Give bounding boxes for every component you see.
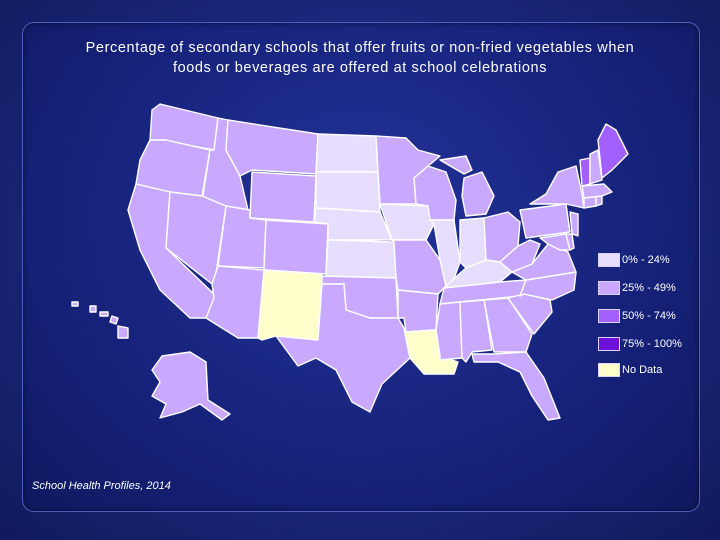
state-ms	[435, 301, 463, 361]
state-ga	[483, 297, 533, 353]
legend-item-0-24: 0% - 24%	[598, 250, 708, 268]
state-co	[263, 219, 329, 275]
legend-swatch	[598, 253, 620, 267]
state-hi	[71, 301, 129, 339]
legend-label: 25% - 49%	[622, 282, 676, 294]
state-fl	[471, 351, 561, 421]
map-title: Percentage of secondary schools that off…	[30, 38, 690, 78]
legend-label: 75% - 100%	[622, 338, 682, 350]
legend-label: 50% - 74%	[622, 310, 676, 322]
state-ma	[581, 183, 613, 199]
state-nd	[315, 133, 379, 173]
state-tx	[275, 283, 411, 413]
state-me	[597, 123, 629, 179]
state-nm	[257, 269, 323, 341]
state-mi	[439, 155, 495, 217]
state-mt	[225, 119, 319, 177]
legend-swatch	[598, 337, 620, 351]
state-wv	[499, 239, 541, 273]
legend-item-50-74: 50% - 74%	[598, 306, 708, 324]
legend-item-25-49: 25% - 49%	[598, 278, 708, 296]
state-ny	[529, 165, 585, 209]
legend-swatch	[598, 309, 620, 323]
state-vt	[579, 157, 591, 187]
legend-swatch	[598, 281, 620, 295]
source-citation: School Health Profiles, 2014	[32, 480, 171, 492]
state-ak	[151, 351, 231, 421]
state-pa	[519, 203, 571, 239]
state-sd	[315, 171, 381, 213]
title-line-1: Percentage of secondary schools that off…	[85, 40, 635, 56]
state-ri	[595, 195, 603, 207]
state-wy	[249, 171, 317, 223]
state-nj	[569, 211, 579, 237]
state-ar	[397, 289, 439, 333]
state-nh	[589, 149, 603, 185]
state-in	[459, 217, 487, 269]
legend-label: No Data	[622, 364, 663, 376]
state-ks	[325, 239, 397, 279]
state-ia	[379, 203, 435, 241]
legend-label: 0% - 24%	[622, 254, 670, 266]
state-md	[539, 233, 571, 251]
title-line-2: foods or beverages are offered at school…	[172, 60, 548, 76]
state-az	[205, 265, 265, 339]
legend-item-no-data: No Data	[598, 360, 708, 378]
legend-swatch	[598, 363, 620, 377]
legend-item-75-100: 75% - 100%	[598, 334, 708, 352]
state-de	[565, 233, 575, 251]
